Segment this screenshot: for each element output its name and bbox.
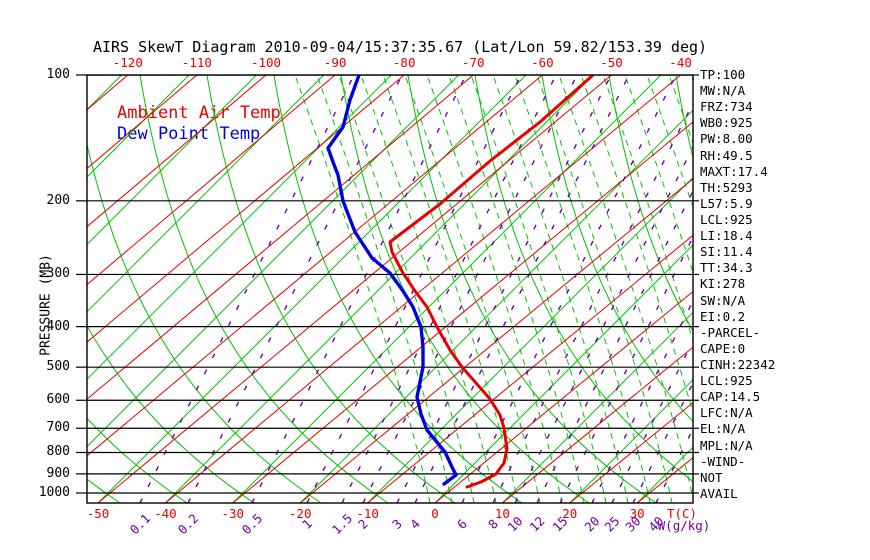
stat-line: TT:34.3 (700, 260, 753, 276)
stat-line: LI:18.4 (700, 228, 753, 244)
stat-line: MPL:N/A (700, 437, 753, 453)
plot-area (87, 75, 693, 503)
stat-line: WB0:925 (700, 115, 753, 131)
stat-line: NOT (700, 469, 723, 485)
stat-line: FRZ:734 (700, 99, 753, 115)
pressure-lines (87, 75, 693, 494)
stat-line: LCL:925 (700, 211, 753, 227)
mixing-ratio-lines (139, 75, 693, 503)
pressure-tick: 900 (46, 465, 70, 481)
bottom-temp-tick: 30 (629, 506, 645, 521)
top-temp-tick: -90 (323, 55, 347, 70)
top-temp-tick: -100 (250, 55, 282, 70)
bottom-temp-tick: -20 (288, 506, 312, 521)
stat-line: SI:11.4 (700, 244, 753, 260)
top-temp-tick: -80 (392, 55, 416, 70)
stat-line: LFC:N/A (700, 405, 753, 421)
stat-line: KI:278 (700, 276, 746, 292)
mixing-unit-label: W(g/kg) (657, 518, 711, 533)
pressure-tick: 300 (46, 266, 70, 282)
stat-line: SW:N/A (700, 292, 746, 308)
bottom-temp-tick: 0 (431, 506, 439, 521)
pressure-tick: 1000 (38, 485, 70, 500)
stat-line: CAPE:0 (700, 340, 746, 356)
stat-line: EL:N/A (700, 421, 746, 437)
top-temp-tick: -120 (112, 55, 143, 70)
bottom-temp-tick: -30 (221, 506, 245, 521)
moist-adiabat-lines (294, 75, 693, 503)
red-isotherm-lines (87, 75, 693, 503)
stat-line: CAP:14.5 (700, 389, 761, 405)
axis-ticks (76, 74, 699, 494)
bottom-temp-tick: -10 (356, 506, 379, 521)
dew-point-temp-curve (326, 75, 458, 486)
temp-unit-label: T(C) (666, 506, 698, 521)
stat-line: AVAIL (700, 485, 738, 501)
pressure-tick: 700 (46, 420, 70, 436)
stat-line: MAXT:17.4 (700, 163, 768, 179)
pressure-tick: 800 (46, 444, 70, 460)
stat-line: TH:5293 (700, 179, 753, 195)
top-temp-tick: -110 (181, 55, 212, 70)
bottom-temp-tick: 10 (494, 506, 510, 521)
pressure-tick: 200 (46, 192, 70, 208)
ambient-air-temp-curve (388, 75, 595, 489)
dry-adiabat-lines (87, 75, 693, 503)
stat-line: CINH:22342 (700, 356, 776, 372)
stat-line: MW:N/A (700, 83, 746, 99)
chart-title: AIRS SkewT Diagram 2010-09-04/15:37:35.6… (92, 38, 708, 56)
green-diagonal-lines (87, 75, 693, 503)
stat-line: PW:8.00 (700, 131, 753, 147)
top-temp-tick: -50 (600, 55, 623, 70)
top-temp-tick: -60 (531, 55, 554, 70)
stat-line: -WIND- (700, 453, 746, 469)
pressure-tick: 500 (46, 359, 70, 375)
bottom-temp-tick: 20 (562, 506, 578, 521)
bottom-temp-tick: -40 (154, 506, 177, 521)
stat-line: -PARCEL- (700, 324, 761, 340)
stat-line: RH:49.5 (700, 147, 753, 163)
stat-line: LCL:925 (700, 373, 753, 389)
top-temp-tick: -70 (462, 55, 485, 70)
pressure-tick: 600 (46, 392, 70, 408)
stat-line: L57:5.9 (700, 195, 753, 211)
pressure-axis-label: PRESSURE (MB) (38, 254, 54, 356)
pressure-tick: 100 (46, 67, 70, 82)
bottom-temp-tick: -50 (86, 506, 110, 521)
stat-line: TP:100 (700, 67, 746, 82)
plot-frame (86, 74, 694, 504)
stats-panel: TP:100 MW:N/A FRZ:734 WB0:925 PW:8.00 RH:49.5… (700, 67, 775, 502)
stat-line: EI:0.2 (700, 308, 746, 324)
top-temp-tick: -40 (669, 55, 692, 70)
pressure-tick: 400 (46, 318, 70, 334)
